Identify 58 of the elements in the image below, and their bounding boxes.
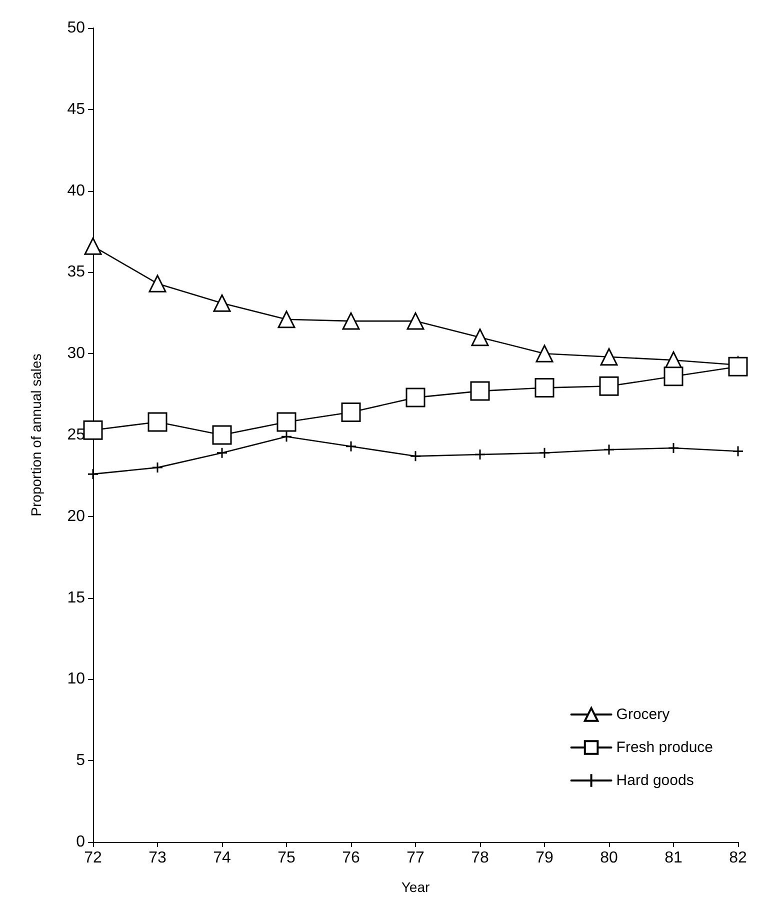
point (212, 425, 232, 445)
x-tick-label: 82 (729, 850, 747, 866)
point (471, 328, 489, 346)
point (410, 450, 422, 462)
point (664, 366, 684, 386)
x-tick-label: 76 (342, 850, 360, 866)
point (148, 274, 166, 292)
x-tick-label: 79 (536, 850, 554, 866)
x-tick-label: 72 (84, 850, 102, 866)
point (213, 294, 231, 312)
point (87, 468, 99, 480)
point (84, 237, 102, 255)
point (278, 310, 296, 328)
point (148, 412, 168, 432)
point (536, 344, 554, 362)
legend-label: Grocery (616, 706, 670, 723)
point (728, 356, 748, 376)
x-tick-label: 80 (600, 850, 618, 866)
y-tick-label: 40 (67, 182, 86, 200)
point (341, 402, 361, 422)
y-tick-label: 20 (67, 508, 86, 525)
point (152, 462, 164, 474)
y-tick-label: 0 (76, 834, 86, 850)
y-axis-title: Proportion of annual sales (28, 354, 44, 516)
point (534, 378, 554, 398)
y-tick-label: 10 (67, 670, 86, 688)
x-tick-label: 73 (148, 850, 166, 866)
point (668, 442, 680, 454)
point (406, 388, 426, 408)
legend-label: Fresh produce (616, 739, 713, 756)
y-tick-label: 50 (67, 20, 86, 36)
point (474, 448, 486, 460)
point (345, 440, 357, 452)
point (538, 447, 550, 459)
point (406, 312, 424, 330)
point (603, 444, 615, 456)
x-tick-label: 78 (471, 850, 489, 866)
point (599, 376, 619, 396)
y-tick-label: 30 (67, 345, 86, 362)
y-tick-label: 35 (67, 264, 86, 281)
y-tick-label: 5 (76, 752, 86, 770)
x-axis-title: Year (401, 879, 430, 895)
x-tick-label: 77 (406, 850, 424, 866)
y-tick-label: 25 (67, 426, 86, 444)
legend-label: Hard goods (616, 772, 694, 789)
point (600, 348, 618, 366)
point (216, 447, 228, 459)
point (83, 420, 103, 440)
point (470, 381, 490, 401)
x-tick-label: 81 (664, 850, 682, 866)
point (276, 412, 296, 432)
y-tick-label: 15 (67, 589, 86, 606)
point (342, 312, 360, 330)
point (280, 430, 292, 442)
point (732, 446, 744, 458)
y-tick-label: 45 (67, 100, 86, 118)
x-tick-label: 74 (213, 850, 231, 866)
x-tick-label: 75 (278, 850, 296, 866)
